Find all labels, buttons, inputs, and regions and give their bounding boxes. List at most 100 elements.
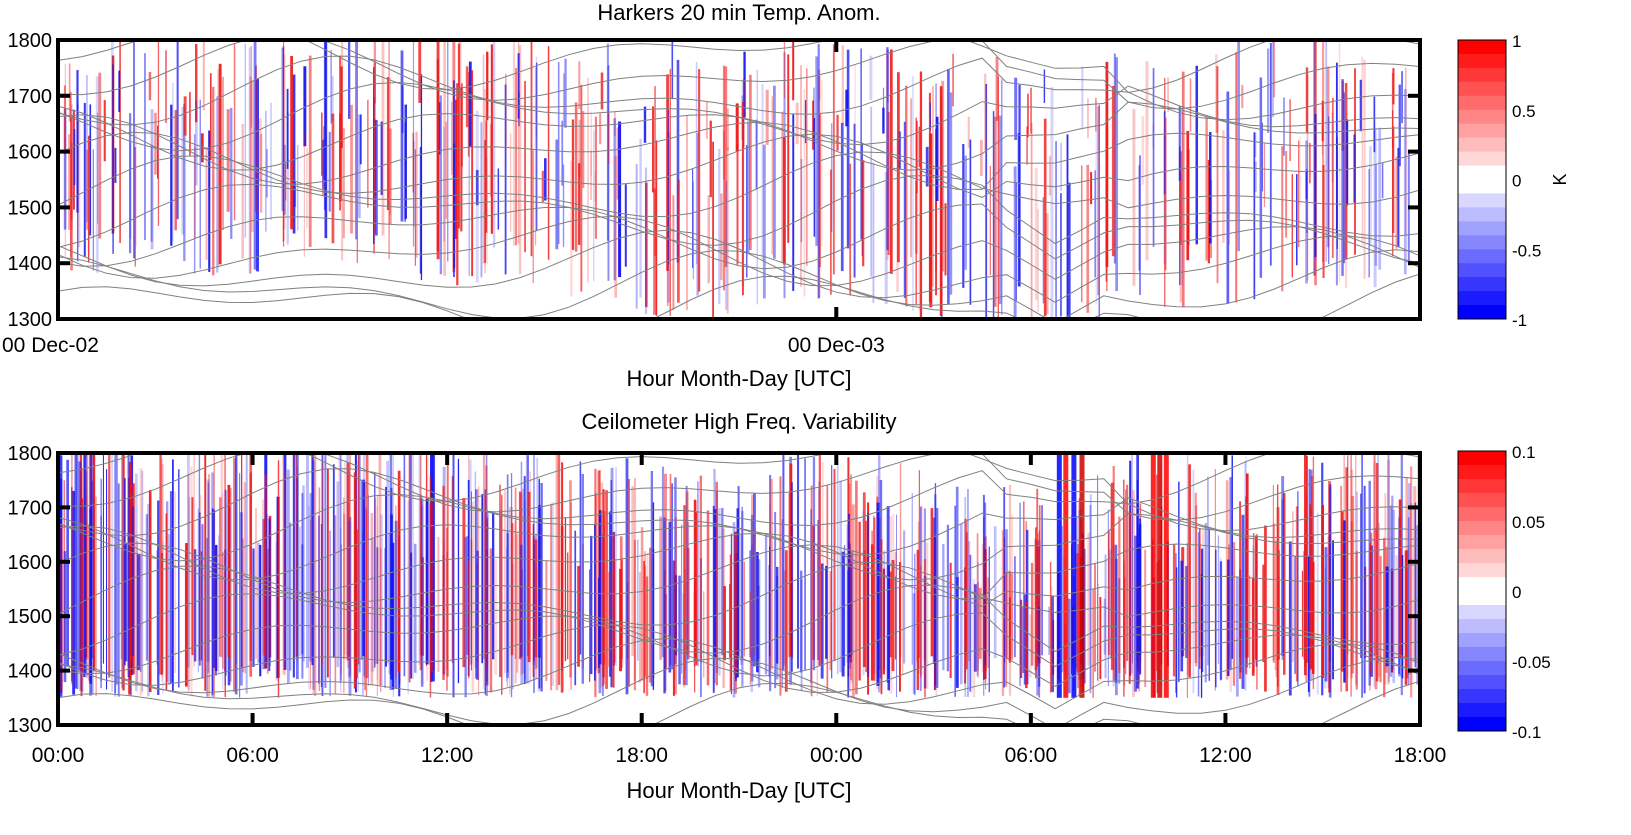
- heatmap-cell: [514, 520, 517, 684]
- heatmap-cell: [918, 161, 920, 311]
- heatmap-cell: [1152, 68, 1155, 247]
- heatmap-cell: [645, 182, 648, 308]
- heatmap-cell: [737, 486, 740, 657]
- colorbar-unit-label: K: [1550, 173, 1570, 185]
- heatmap-cell: [696, 132, 699, 296]
- panel1-y-axis: 1300 1400 1500 1600 1700 1800: [8, 30, 1420, 331]
- heatmap-cell: [129, 142, 132, 239]
- heatmap-cell: [562, 164, 565, 247]
- heatmap-cell: [303, 132, 305, 257]
- heatmap-cell: [1346, 119, 1349, 206]
- heatmap-cell: [538, 505, 541, 658]
- heatmap-cell: [89, 104, 92, 236]
- heatmap-cell: [1392, 68, 1395, 105]
- heatmap-cell: [388, 533, 391, 675]
- heatmap-cell: [567, 552, 569, 660]
- heatmap-cell: [86, 75, 88, 222]
- heatmap-cell: [332, 464, 335, 658]
- heatmap-cell: [964, 155, 967, 270]
- heatmap-cell: [574, 530, 577, 686]
- colorbar-band: [1458, 263, 1506, 278]
- heatmap-cell: [239, 512, 243, 686]
- heatmap-cell: [176, 40, 179, 220]
- heatmap-cell: [1094, 170, 1096, 278]
- heatmap-cell: [485, 158, 488, 265]
- heatmap-cell: [1312, 561, 1315, 674]
- heatmap-cell: [492, 40, 496, 248]
- heatmap-cell: [354, 517, 357, 669]
- heatmap-cell: [370, 513, 374, 686]
- heatmap-cell: [362, 479, 365, 657]
- y-tick-label: 1400: [8, 253, 53, 275]
- heatmap-cell: [1179, 151, 1182, 245]
- heatmap-cell: [1156, 562, 1158, 693]
- heatmap-cell: [560, 526, 564, 693]
- heatmap-cell: [1157, 453, 1163, 698]
- heatmap-cell: [482, 54, 485, 264]
- panel2-title: Ceilometer High Freq. Variability: [581, 409, 896, 434]
- heatmap-cell: [208, 130, 211, 272]
- contour-line: [58, 453, 1420, 521]
- heatmap-cell: [846, 524, 849, 663]
- heatmap-cell: [725, 180, 728, 310]
- heatmap-cell: [570, 502, 572, 690]
- contour-line: [58, 40, 1420, 94]
- heatmap-cell: [876, 502, 880, 686]
- heatmap-cell: [460, 87, 463, 232]
- heatmap-cell: [1109, 549, 1112, 659]
- heatmap-cell: [666, 98, 669, 307]
- heatmap-cell: [188, 497, 191, 690]
- heatmap-cell: [1298, 140, 1300, 248]
- x-tick-label: 06:00: [1005, 744, 1058, 767]
- heatmap-cell: [517, 40, 520, 244]
- heatmap-cell: [832, 44, 835, 275]
- colorbar-band: [1458, 507, 1506, 522]
- heatmap-cell: [1164, 117, 1167, 271]
- heatmap-cell: [1350, 453, 1352, 697]
- heatmap-cell: [936, 508, 939, 688]
- heatmap-cell: [1087, 532, 1090, 666]
- colorbar-band: [1458, 479, 1506, 494]
- heatmap-cell: [768, 565, 770, 677]
- contour-line: [58, 174, 1420, 248]
- heatmap-cell: [685, 485, 688, 686]
- x-tick-label: 00 Dec-02: [2, 334, 99, 357]
- heatmap-cell: [574, 102, 578, 252]
- heatmap-cell: [1289, 99, 1291, 161]
- heatmap-cell: [200, 494, 202, 666]
- heatmap-cell: [172, 459, 174, 691]
- heatmap-cell: [1037, 209, 1039, 312]
- heatmap-cell: [676, 59, 680, 263]
- heatmap-cell: [1049, 562, 1052, 693]
- heatmap-cell: [550, 503, 553, 691]
- heatmap-cell: [1410, 466, 1413, 698]
- heatmap-cell: [612, 532, 615, 688]
- heatmap-cell: [328, 131, 331, 212]
- panel2-contours: [58, 453, 1420, 725]
- heatmap-cell: [769, 546, 771, 657]
- heatmap-cell: [1199, 528, 1201, 669]
- heatmap-cell: [644, 565, 647, 677]
- contour-line: [58, 131, 1420, 198]
- colorbar-band: [1458, 40, 1506, 55]
- heatmap-cell: [452, 453, 455, 698]
- heatmap-cell: [871, 530, 873, 680]
- heatmap-cell: [119, 40, 121, 243]
- heatmap-cell: [205, 147, 208, 260]
- heatmap-cell: [1338, 40, 1341, 282]
- colorbar-band: [1458, 563, 1506, 578]
- heatmap-cell: [1383, 537, 1386, 698]
- heatmap-cell: [258, 118, 262, 182]
- heatmap-cell: [331, 75, 334, 121]
- heatmap-cell: [722, 528, 725, 689]
- heatmap-cell: [1060, 142, 1062, 191]
- heatmap-cell: [1021, 607, 1024, 674]
- heatmap-cell: [1272, 523, 1276, 663]
- heatmap-cell: [1368, 169, 1370, 278]
- heatmap-cell: [216, 96, 219, 273]
- heatmap-cell: [1343, 92, 1345, 264]
- heatmap-cell: [1360, 493, 1362, 658]
- heatmap-cell: [183, 96, 187, 136]
- heatmap-cell: [1043, 118, 1047, 317]
- colorbar-band: [1458, 277, 1506, 292]
